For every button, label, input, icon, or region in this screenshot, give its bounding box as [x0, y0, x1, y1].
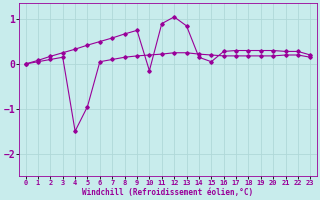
X-axis label: Windchill (Refroidissement éolien,°C): Windchill (Refroidissement éolien,°C) [82, 188, 253, 197]
